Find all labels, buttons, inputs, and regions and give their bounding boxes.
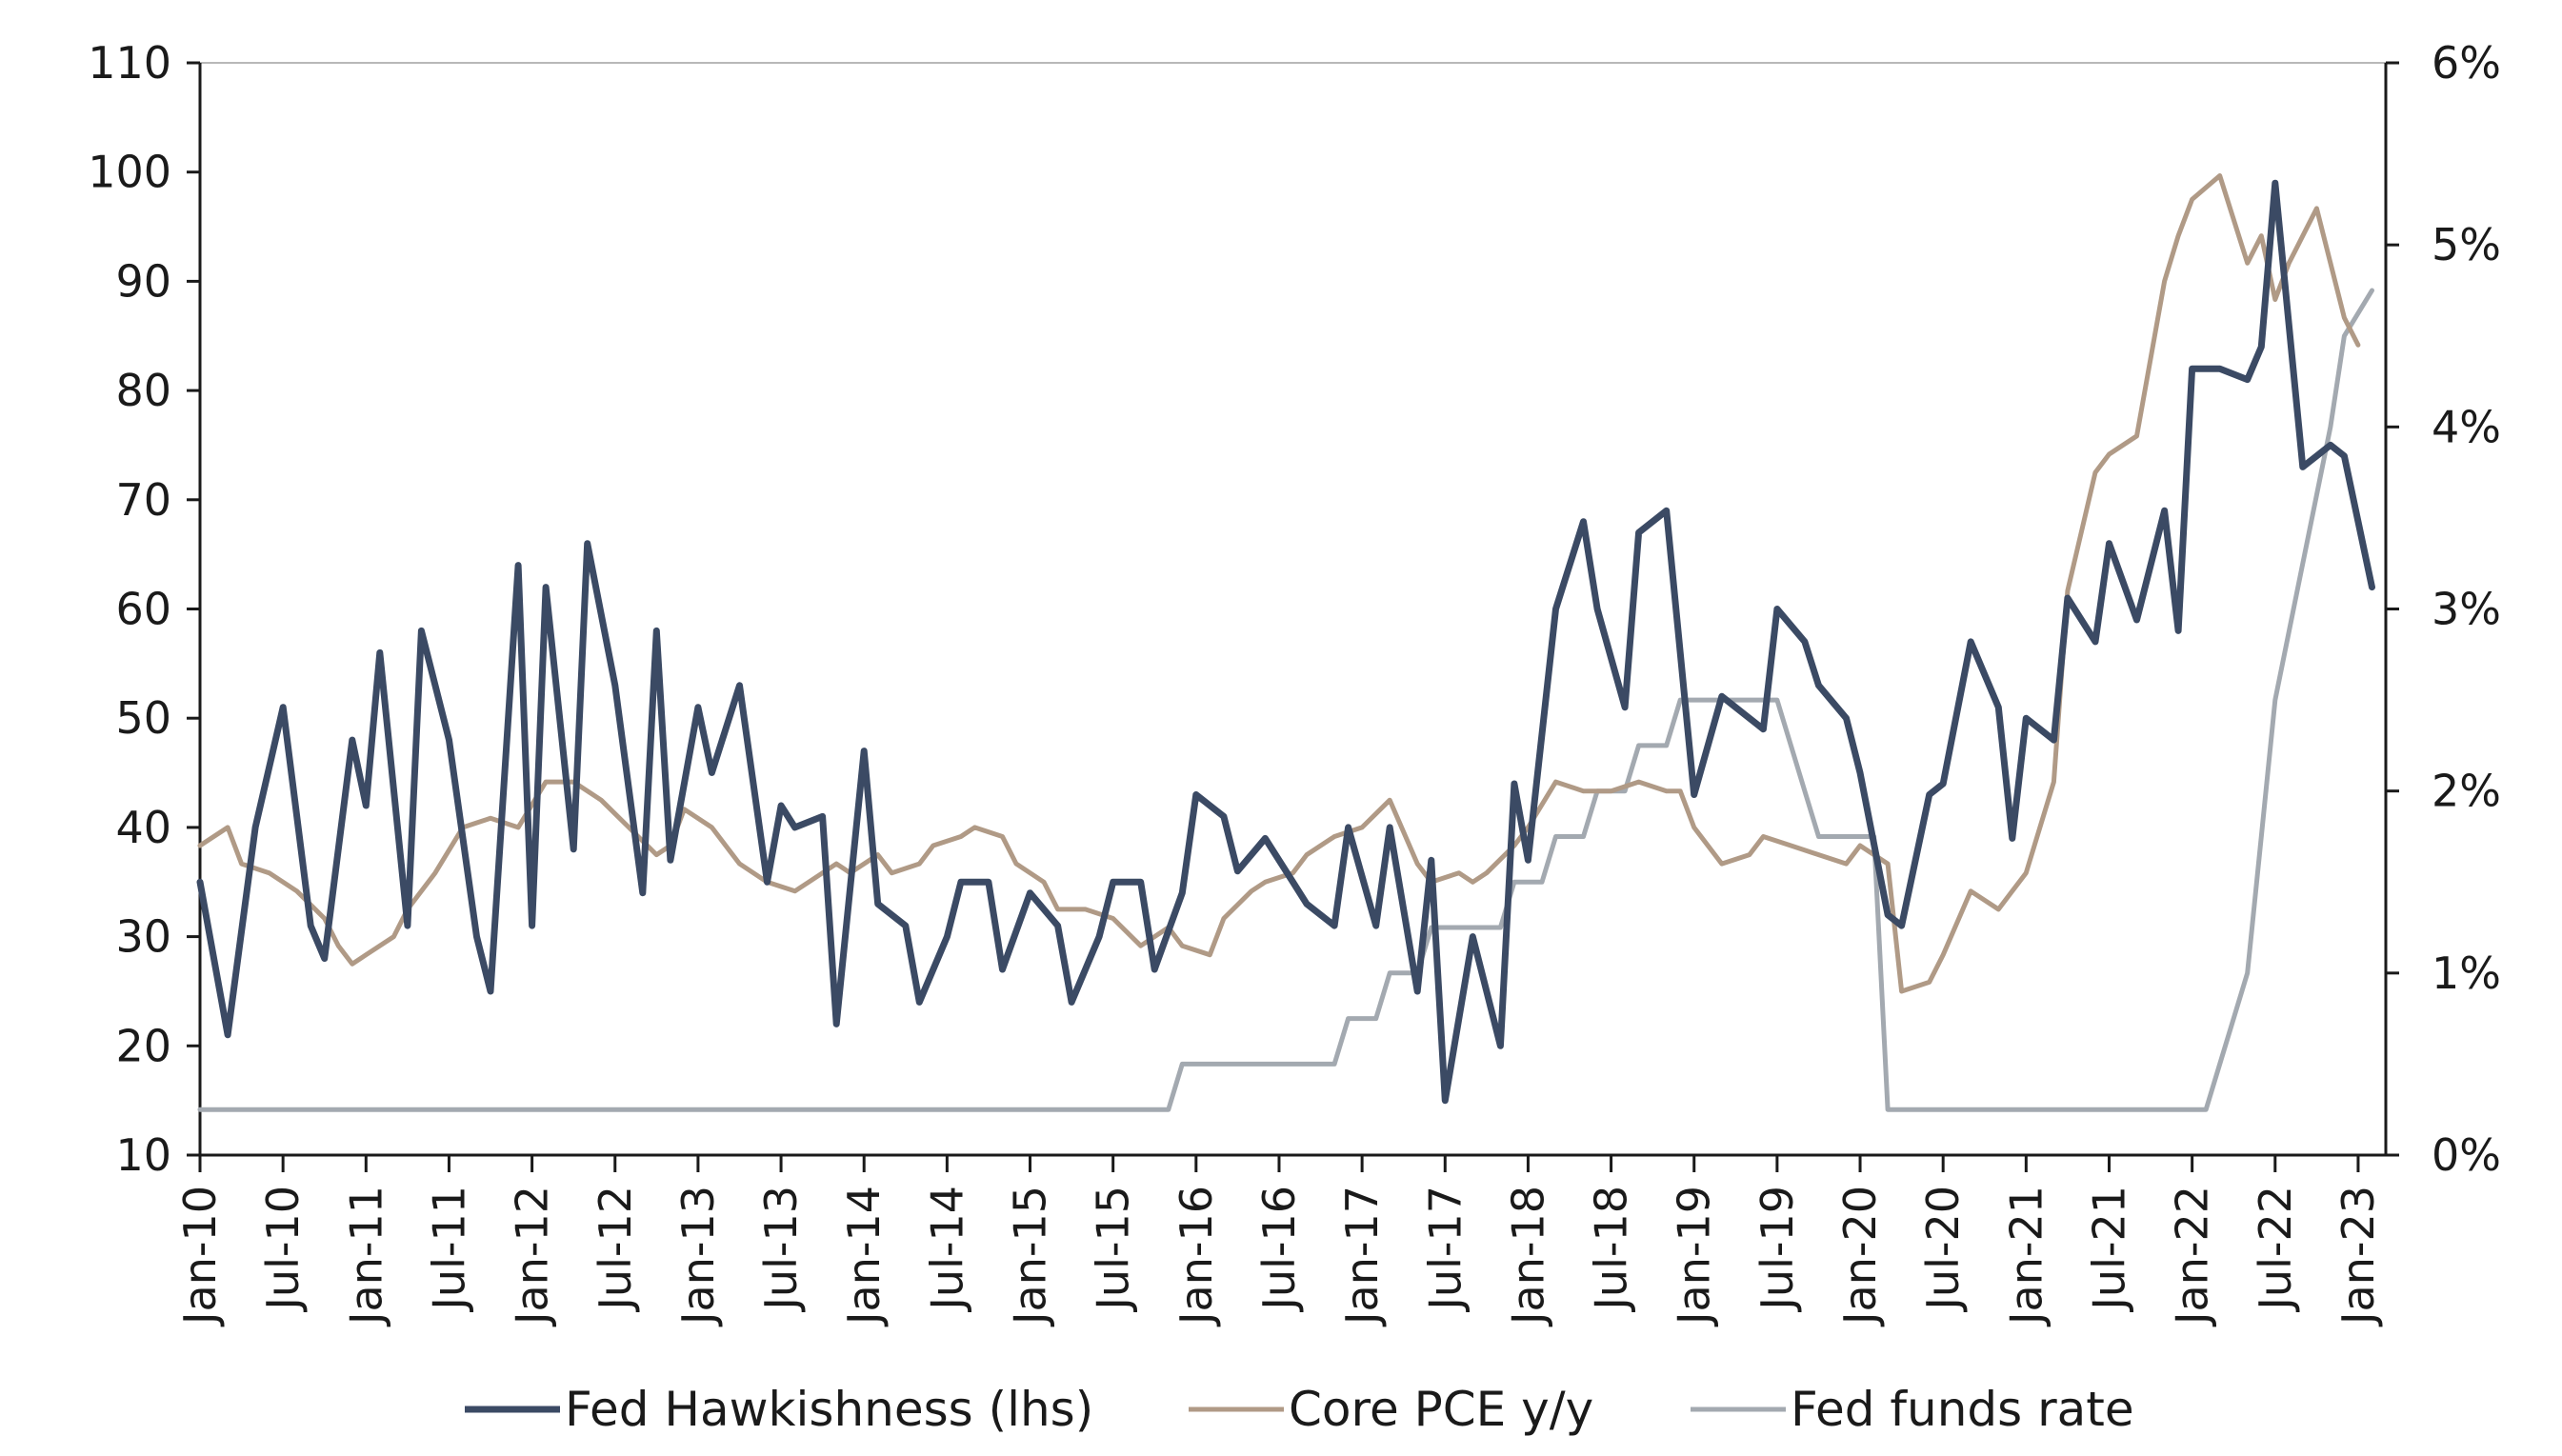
x-tick-label: Jul-10 [257, 1186, 309, 1313]
x-tick-label: Jan-19 [1669, 1186, 1720, 1327]
series-line-fed-funds-rate [197, 288, 2374, 1112]
right-y-tick-label: 3% [2432, 584, 2501, 635]
left-y-tick-label: 50 [115, 692, 171, 744]
x-tick-label: Jul-21 [2083, 1186, 2134, 1313]
x-tick-label: Jul-15 [1088, 1186, 1139, 1313]
x-tick-label: Jul-17 [1419, 1186, 1471, 1313]
x-tick-label: Jan-11 [340, 1186, 391, 1327]
x-tick-label: Jul-20 [1917, 1186, 1969, 1313]
x-tick-label: Jul-16 [1253, 1186, 1305, 1313]
series-layer [196, 173, 2375, 1112]
legend-label: Fed Hawkishness (lhs) [565, 1382, 1093, 1437]
x-tick-label: Jan-10 [174, 1186, 226, 1327]
legend-label: Core PCE y/y [1289, 1382, 1593, 1437]
left-y-tick-label: 90 [115, 255, 171, 307]
legend-label: Fed funds rate [1791, 1382, 2134, 1437]
left-y-tick-label: 60 [115, 584, 171, 635]
x-tick-label: Jul-19 [1751, 1186, 1803, 1313]
x-tick-label: Jan-12 [507, 1186, 558, 1327]
x-tick-label: Jan-14 [838, 1186, 890, 1327]
right-y-tick-label: 4% [2432, 401, 2501, 452]
x-tick-label: Jul-11 [423, 1186, 474, 1313]
ticks-layer: 10 20 30 40 50 60 70 80 90 100 110 0% 1% 2% 3% 4% 5% 6% Ja… [88, 37, 2501, 1327]
left-y-tick-label: 30 [115, 911, 171, 963]
x-tick-label: Jul-14 [921, 1186, 972, 1313]
right-y-tick-label: 6% [2432, 37, 2501, 89]
series-line-core-pce [197, 173, 2361, 994]
right-y-tick-label: 0% [2432, 1129, 2501, 1181]
legend: Fed Hawkishness (lhs) Core PCE y/y Fed fun… [465, 1382, 2134, 1437]
x-tick-label: Jul-22 [2250, 1186, 2301, 1313]
right-y-tick-label: 5% [2432, 219, 2501, 270]
x-tick-label: Jan-17 [1336, 1186, 1388, 1327]
axes-layer [198, 62, 2388, 1172]
x-tick-label: Jan-16 [1171, 1186, 1222, 1327]
left-y-tick-label: 10 [115, 1129, 171, 1181]
series-line-fed-hawkishness [196, 179, 2375, 1105]
x-tick-label: Jan-20 [1834, 1186, 1886, 1327]
x-tick-label: Jul-18 [1586, 1186, 1637, 1313]
x-tick-label: Jan-23 [2332, 1186, 2384, 1327]
left-y-tick-label: 70 [115, 474, 171, 526]
left-y-tick-label: 100 [88, 147, 171, 198]
x-tick-label: Jul-13 [755, 1186, 807, 1313]
x-tick-label: Jan-13 [672, 1186, 724, 1327]
left-y-tick-label: 40 [115, 802, 171, 853]
x-tick-label: Jan-22 [2167, 1186, 2218, 1327]
left-y-tick-label: 80 [115, 365, 171, 416]
left-y-tick-label: 20 [115, 1020, 171, 1071]
x-tick-label: Jul-12 [590, 1186, 641, 1313]
x-tick-label: Jan-18 [1502, 1186, 1553, 1327]
right-y-tick-label: 1% [2432, 947, 2501, 999]
left-y-tick-label: 110 [88, 37, 171, 89]
x-tick-label: Jan-21 [2000, 1186, 2052, 1327]
right-y-tick-label: 2% [2432, 766, 2501, 817]
x-tick-label: Jan-15 [1005, 1186, 1056, 1327]
